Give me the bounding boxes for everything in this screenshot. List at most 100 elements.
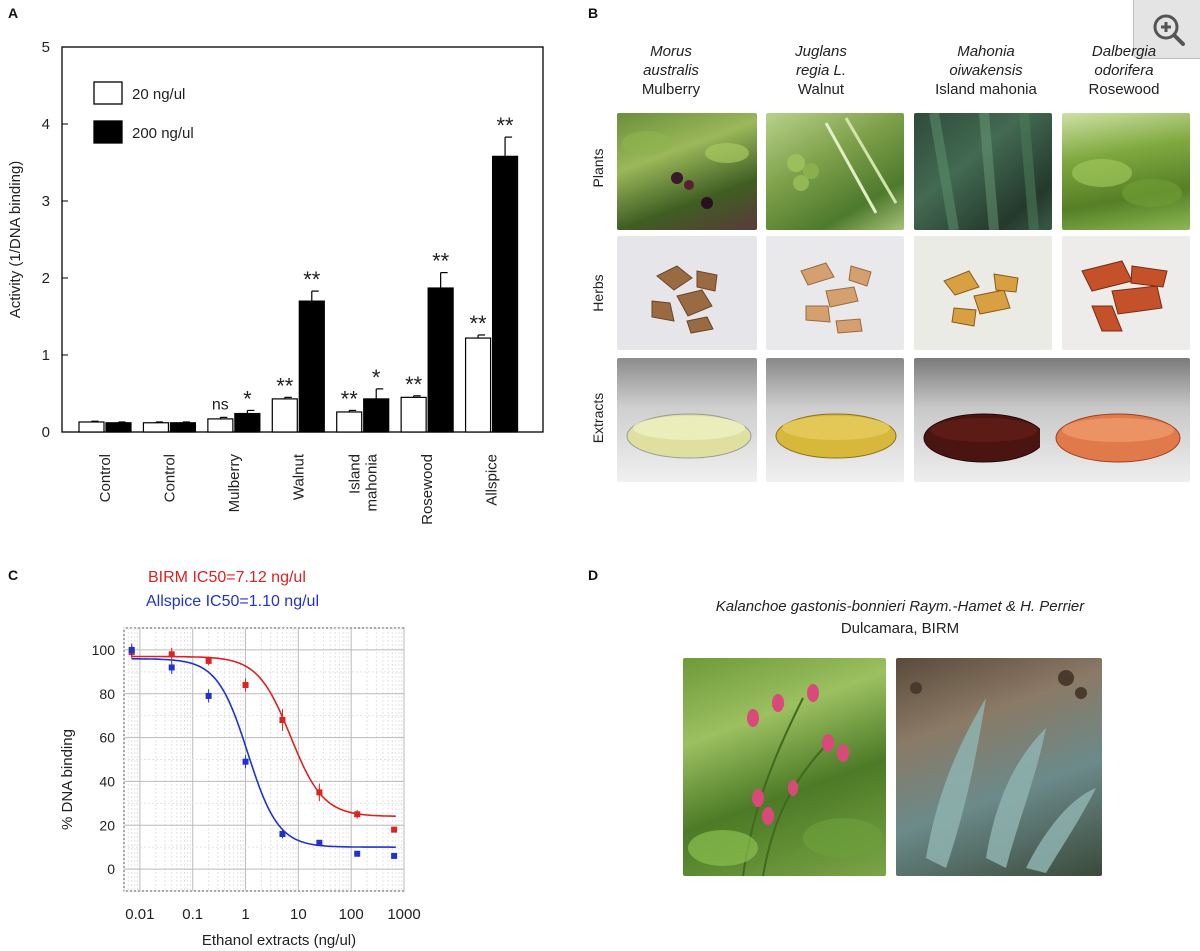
- significance-label: **: [497, 113, 515, 138]
- y-tick-label: 0: [107, 861, 115, 877]
- x-tick-label: mahonia: [364, 453, 381, 511]
- y-axis-label: Activity (1/DNA binding): [7, 161, 24, 319]
- latin-name-2: australis: [643, 62, 699, 79]
- latin-name: Juglans: [795, 43, 847, 60]
- latin-name-2: regia L.: [795, 62, 847, 79]
- significance-label: **: [405, 372, 423, 397]
- y-tick-label: 0: [42, 424, 50, 441]
- panel-b-photo-grid: Morus australis Mulberry Juglans regia L…: [590, 42, 1199, 482]
- x-tick-label: Rosewood: [419, 454, 436, 525]
- bar: [491, 155, 519, 433]
- x-tick-label: 0.01: [125, 906, 154, 923]
- latin-name: Mahonia: [957, 43, 1015, 60]
- legend-swatch: [93, 81, 123, 105]
- significance-label: **: [341, 386, 359, 411]
- col-head-mulberry: Morus australis Mulberry: [596, 42, 746, 99]
- y-tick-label: 5: [42, 39, 50, 56]
- extract-photo-island-mahonia: [914, 358, 1052, 482]
- data-point: [354, 850, 361, 857]
- data-point: [128, 646, 135, 653]
- herb-photo-rosewood: [1062, 236, 1190, 350]
- panel-a-bar-chart: 0 1 2 3 4 5 Activity (1/DNA binding) Control Con…: [7, 39, 544, 525]
- kalanchoe-flower-photo: [683, 658, 886, 876]
- data-point: [205, 657, 212, 664]
- data-point: [242, 681, 249, 688]
- fit-curve: [131, 658, 396, 848]
- y-tick-label: 80: [99, 686, 115, 702]
- bar: [427, 287, 454, 433]
- row-label-plants: Plants: [590, 148, 606, 188]
- x-tick-label: 0.1: [182, 906, 203, 923]
- common-name: Rosewood: [1088, 81, 1160, 98]
- plant-photo-mulberry: [617, 113, 757, 230]
- panel-a-label: A: [8, 5, 19, 21]
- extract-photo-rosewood: [1040, 358, 1190, 482]
- data-point: [391, 826, 398, 833]
- extract-photo-walnut: [766, 358, 904, 482]
- data-point: [279, 831, 286, 838]
- common-name: Island mahonia: [935, 81, 1037, 98]
- legend-label: 200 ng/ul: [132, 125, 194, 142]
- significance-label: **: [303, 267, 321, 292]
- latin-name-2: odorifera: [1094, 62, 1154, 79]
- common-name: Walnut: [797, 81, 845, 98]
- significance-label: *: [243, 386, 252, 411]
- legend-label: 20 ng/ul: [132, 86, 185, 103]
- series-label: BIRM IC50=7.12 ng/ul: [148, 569, 306, 586]
- y-tick-label: 1: [42, 347, 50, 364]
- panel-c-label: C: [8, 567, 19, 583]
- zoom-in-icon: [1153, 14, 1185, 46]
- col-head-rosewood: Dalbergia odorifera Rosewood: [1049, 42, 1199, 99]
- x-tick-label: Island: [347, 454, 364, 494]
- significance-label: **: [470, 311, 488, 336]
- data-point: [316, 789, 323, 796]
- latin-name-2: oiwakensis: [949, 62, 1023, 79]
- plant-photo-walnut: [766, 113, 904, 230]
- data-point: [168, 664, 175, 671]
- x-tick-label: 100: [339, 906, 364, 923]
- data-point: [168, 651, 175, 658]
- significance-label: *: [372, 365, 381, 390]
- row-label-extracts: Extracts: [590, 392, 606, 444]
- x-tick-label: Allspice: [484, 454, 501, 506]
- data-point: [316, 839, 323, 846]
- y-tick-label: 100: [92, 642, 116, 658]
- herb-photo-island-mahonia: [914, 236, 1052, 350]
- y-tick-label: 40: [99, 773, 115, 789]
- col-head-island-mahonia: Mahonia oiwakensis Island mahonia: [911, 42, 1061, 99]
- x-tick-label: Control: [161, 454, 178, 502]
- data-point: [279, 717, 286, 724]
- legend-swatch: [93, 120, 123, 144]
- y-tick-label: 4: [42, 116, 50, 133]
- y-axis-label: % DNA binding: [59, 729, 76, 830]
- panel-d-label: D: [588, 567, 599, 583]
- x-tick-label: 10: [290, 906, 307, 923]
- kalanchoe-plant-photo: [896, 658, 1102, 876]
- col-head-walnut: Juglans regia L. Walnut: [746, 42, 896, 99]
- plant-photo-island-mahonia: [914, 113, 1052, 230]
- x-tick-label: 1: [241, 906, 249, 923]
- significance-label: ns: [212, 396, 229, 413]
- data-point: [242, 758, 249, 765]
- bar: [363, 398, 390, 433]
- common-name: Mulberry: [641, 81, 701, 98]
- panel-b-label: B: [588, 5, 599, 21]
- x-tick-label: Walnut: [290, 453, 307, 500]
- y-tick-label: 3: [42, 193, 50, 210]
- bar: [298, 300, 325, 433]
- row-label-herbs: Herbs: [590, 274, 606, 312]
- significance-label: **: [276, 373, 294, 398]
- series-label: Allspice IC50=1.10 ng/ul: [146, 593, 319, 610]
- panel-c-dose-response-chart: 0 20 40 60 80 100 0.01 0.1 1 10 100 1000 Ethanol ext…: [59, 569, 421, 949]
- significance-label: **: [432, 249, 450, 274]
- latin-name: Dalbergia: [1091, 43, 1157, 60]
- y-tick-label: 2: [42, 270, 50, 287]
- extract-photo-mulberry: [617, 358, 757, 482]
- zoom-button[interactable]: [1133, 0, 1200, 59]
- data-point: [354, 811, 361, 818]
- x-tick-label: 1000: [387, 906, 420, 923]
- x-axis-label: Ethanol extracts (ng/ul): [202, 932, 356, 949]
- y-tick-label: 20: [99, 817, 115, 833]
- latin-name: Morus: [650, 43, 692, 60]
- herb-photo-walnut: [766, 236, 904, 350]
